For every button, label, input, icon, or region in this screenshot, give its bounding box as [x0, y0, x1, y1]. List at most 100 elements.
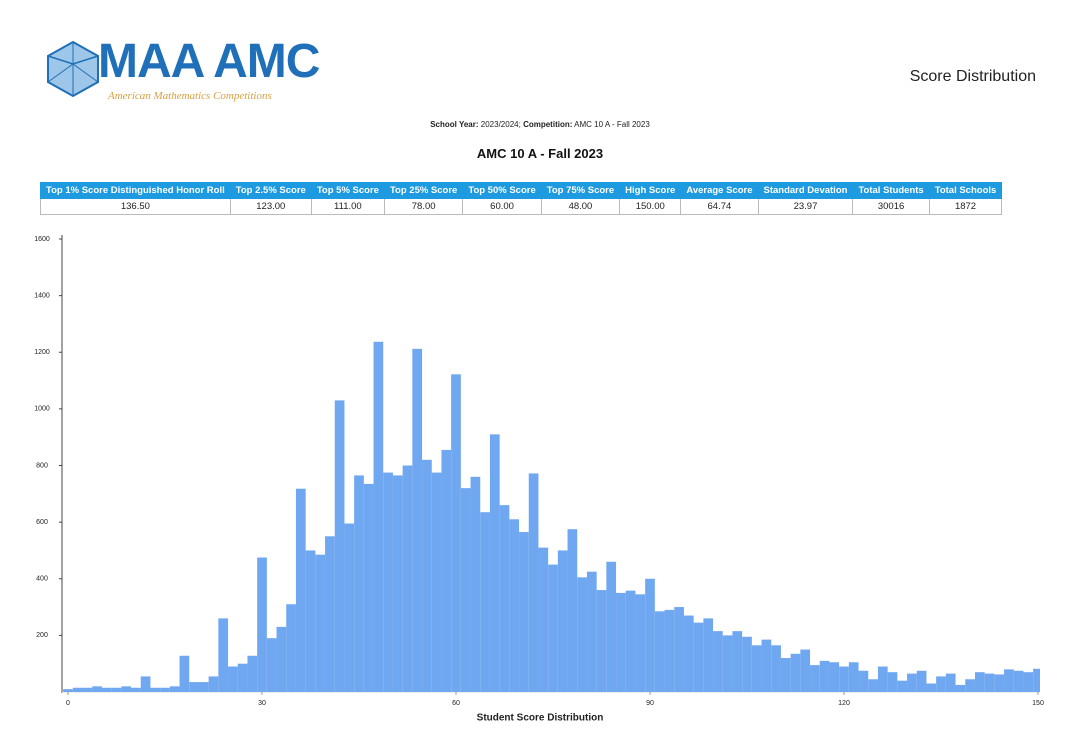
bar — [790, 653, 801, 692]
bar — [140, 676, 151, 692]
table-header: Average Score — [680, 182, 759, 199]
bar — [218, 618, 229, 692]
table-cell: 1872 — [928, 198, 1003, 215]
y-tick-label: 1400 — [34, 292, 50, 299]
table-cell: 111.00 — [310, 198, 385, 215]
x-axis-title: Student Score Distribution — [477, 713, 604, 724]
table-cell: 60.00 — [462, 198, 542, 215]
bar — [237, 663, 248, 692]
bar — [189, 682, 199, 692]
table-header: Top 50% Score — [462, 182, 542, 199]
bar — [499, 505, 510, 692]
table-row: 136.50 123.00 111.00 78.00 60.00 48.00 150.00 6… — [40, 198, 1003, 215]
bar — [286, 604, 296, 692]
bar — [722, 635, 733, 692]
bar — [780, 658, 791, 692]
info-line: School Year: 2023/2024; Competition: AMC… — [0, 120, 1080, 129]
table-cell: 23.97 — [757, 198, 854, 215]
bar — [596, 590, 607, 692]
bar — [926, 683, 937, 692]
x-tick-label: 0 — [66, 700, 70, 707]
bar — [402, 465, 413, 692]
bar — [412, 348, 423, 692]
report-title: AMC 10 A - Fall 2023 — [476, 146, 604, 161]
bar — [305, 550, 316, 692]
bar — [489, 434, 500, 692]
bar — [703, 618, 714, 692]
y-tick-label: 1600 — [34, 236, 50, 243]
bar — [907, 673, 917, 692]
table-header: High Score — [619, 182, 682, 199]
table-cell: 150.00 — [619, 198, 682, 215]
bar — [810, 665, 820, 692]
table-cell: 48.00 — [540, 198, 621, 215]
page-title: Score Distribution — [909, 68, 1036, 85]
table-cell: 30016 — [852, 198, 930, 215]
info-value: AMC 10 A - Fall 2023 — [574, 120, 650, 129]
bar — [829, 662, 840, 692]
bar — [208, 676, 219, 692]
bar — [1033, 668, 1040, 692]
bar — [160, 687, 170, 692]
bar — [674, 607, 684, 692]
bar — [877, 666, 888, 692]
bar — [693, 622, 704, 692]
bar — [470, 476, 481, 692]
bar — [373, 341, 384, 692]
bar — [577, 577, 587, 692]
bar — [1013, 670, 1024, 692]
bar — [955, 684, 966, 692]
bar — [897, 680, 908, 692]
bar — [1023, 672, 1034, 692]
bar — [936, 676, 946, 692]
logo-text: MAA AMC — [98, 35, 320, 88]
x-tick-label: 150 — [1032, 700, 1044, 707]
info-label: School Year: — [430, 120, 479, 129]
bar — [887, 672, 898, 692]
bar — [72, 687, 83, 692]
bar — [509, 519, 520, 692]
bar — [538, 547, 549, 692]
bar — [625, 590, 636, 692]
table-header: Total Schools — [928, 182, 1003, 199]
bar — [441, 449, 452, 692]
bar — [92, 686, 102, 692]
y-tick-label: 1200 — [34, 349, 50, 356]
logo-icon — [47, 40, 99, 98]
bar — [1004, 669, 1014, 692]
bar — [276, 626, 287, 692]
bar — [111, 687, 122, 692]
bar — [848, 662, 859, 692]
bar — [965, 679, 975, 692]
bar — [868, 679, 878, 692]
y-tick-label: 1000 — [34, 406, 50, 413]
bar — [228, 666, 238, 692]
bar — [557, 550, 568, 692]
bar — [528, 473, 539, 692]
bar — [63, 689, 73, 692]
stats-table: Top 1% Score Distinguished Honor Roll Top… — [40, 182, 1003, 215]
table-cell: 136.50 — [40, 198, 231, 215]
table-header: Top 2.5% Score — [229, 182, 312, 199]
bar — [548, 564, 558, 692]
bars — [63, 341, 1040, 692]
bar — [480, 512, 490, 692]
y-tick-label: 800 — [36, 462, 48, 469]
y-tick-label: 200 — [36, 632, 48, 639]
table-header: Total Students — [852, 182, 930, 199]
bar — [247, 655, 258, 692]
bar — [519, 532, 529, 692]
bar — [101, 687, 112, 692]
table-header: Top 75% Score — [540, 182, 621, 199]
bar — [383, 472, 393, 692]
bar — [586, 571, 597, 692]
bar — [334, 400, 345, 692]
y-tick-label: 600 — [36, 519, 48, 526]
bar — [839, 666, 849, 692]
bar — [974, 672, 985, 692]
bar — [295, 488, 306, 692]
x-tick-label: 30 — [258, 700, 266, 707]
bar — [800, 649, 811, 692]
bar — [169, 686, 180, 692]
